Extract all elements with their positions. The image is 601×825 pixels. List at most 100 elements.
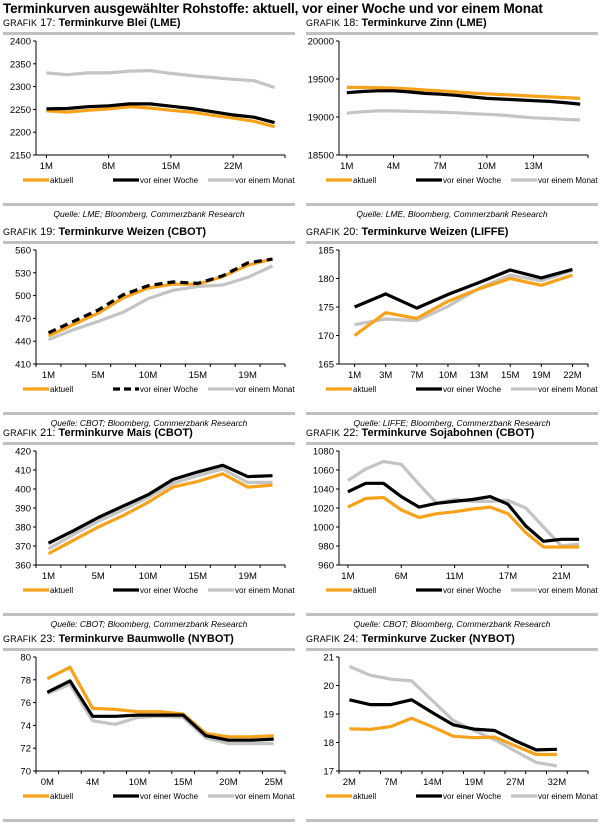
x-tick-label: 4M: [387, 161, 400, 172]
y-tick-label: 2300: [10, 82, 31, 93]
series-line-monat: [46, 68, 276, 90]
x-tick-label: 15M: [501, 370, 520, 381]
grafik-label: Grafik: [3, 428, 38, 438]
y-tick-label: 470: [15, 314, 31, 325]
legend-label-woche: vor einer Woche: [140, 792, 199, 801]
y-tick-label: 360: [15, 561, 31, 572]
y-tick-label: 185: [318, 246, 334, 257]
divider: [3, 32, 295, 35]
x-tick-label: 19M: [465, 777, 484, 788]
divider: [306, 613, 598, 616]
grafik-label: Grafik: [3, 634, 38, 644]
y-tick-label: 80: [20, 653, 31, 664]
chart-title: Terminkurve Baumwolle (NYBOT): [58, 633, 234, 645]
chart-number: 23: [40, 633, 53, 645]
y-tick-label: 410: [15, 360, 31, 371]
chart-heading: Grafik 21: Terminkurve Mais (CBOT): [3, 427, 193, 439]
legend-label-woche: vor einer Woche: [443, 792, 502, 801]
chart-source: Quelle: CBOT; Bloomberg, Commerzbank Res…: [353, 619, 551, 629]
divider: [306, 442, 598, 445]
legend-label-aktuell: aktuell: [50, 586, 73, 595]
y-tick-label: 960: [318, 561, 334, 572]
series-line-woche: [46, 102, 276, 125]
chart-panel: Grafik 17: Terminkurve Blei (LME) 2150 220…: [3, 17, 295, 222]
y-tick-label: 1020: [313, 504, 334, 515]
chart-number: 21: [40, 427, 53, 439]
y-tick-label: 18500: [308, 151, 334, 162]
y-tick-label: 1080: [313, 447, 334, 458]
divider: [3, 613, 295, 616]
page-title: Terminkurven ausgewählter Rohstoffe: akt…: [3, 1, 543, 16]
series-line-monat: [348, 664, 558, 768]
legend-label-monat: vor einem Monat: [235, 385, 295, 394]
x-tick-label: 1M: [42, 370, 55, 381]
chart-title: Terminkurve Weizen (CBOT): [58, 226, 207, 238]
chart-title: Terminkurve Weizen (LIFFE): [361, 226, 509, 238]
legend-label-monat: vor einem Monat: [235, 586, 295, 595]
grafik-label: Grafik: [3, 18, 38, 28]
chart-plot: 2150 2200 2250 2300 2350 2400 1M 8M 15M 22M aktuel…: [10, 37, 296, 186]
chart-heading: Grafik 17: Terminkurve Blei (LME): [3, 17, 181, 29]
x-tick-label: 15M: [189, 571, 208, 582]
legend-label-woche: vor einer Woche: [443, 385, 502, 394]
chart-heading: Grafik 19: Terminkurve Weizen (CBOT): [3, 226, 207, 238]
y-tick-label: 78: [20, 675, 31, 686]
chart-panel: Grafik 23: Terminkurve Baumwolle (NYBOT)…: [3, 633, 295, 825]
series-line-aktuell: [346, 85, 581, 100]
legend-label-monat: vor einem Monat: [235, 176, 295, 185]
y-tick-label: 19500: [308, 75, 334, 86]
chart-number: 20: [343, 226, 356, 238]
series-line-woche: [46, 679, 274, 742]
y-tick-label: 20000: [308, 37, 334, 48]
chart-title: Terminkurve Blei (LME): [58, 17, 181, 29]
series-line-aktuell: [46, 105, 276, 129]
chart-source: Quelle: CBOT; Bloomberg, Commerzbank Res…: [50, 619, 248, 629]
y-tick-label: 980: [318, 542, 334, 553]
series-line-woche: [353, 267, 573, 310]
chart-plot: 165 170 175 180 185 1M 3M 7M 10M 13M 15M 19M 22M aktu…: [318, 246, 598, 395]
legend-label-woche: vor einer Woche: [140, 586, 199, 595]
y-tick-label: 2400: [10, 37, 31, 48]
chart-source: Quelle: LME, Bloomberg, Commerzbank Rese…: [356, 209, 548, 219]
x-tick-label: 10M: [439, 370, 458, 381]
legend-label-aktuell: aktuell: [353, 792, 376, 801]
x-tick-label: 7M: [434, 161, 447, 172]
y-tick-label: 2200: [10, 128, 31, 139]
x-tick-label: 7M: [384, 777, 397, 788]
x-tick-label: 13M: [524, 161, 543, 172]
y-tick-label: 530: [15, 268, 31, 279]
legend-label-aktuell: aktuell: [353, 176, 376, 185]
chart-plot: 960 980 1000 1020 1040 1060 1080 1M 6M 11M 17M 21M a…: [313, 447, 599, 596]
x-tick-label: 4M: [86, 777, 99, 788]
x-tick-label: 5M: [92, 571, 105, 582]
legend-label-monat: vor einem Monat: [538, 792, 598, 801]
y-tick-label: 17: [323, 767, 334, 778]
x-tick-label: 19M: [532, 370, 551, 381]
y-tick-label: 21: [323, 653, 334, 664]
y-tick-label: 560: [15, 246, 31, 257]
series-line-aktuell: [47, 257, 273, 338]
chart-title: Terminkurve Zucker (NYBOT): [361, 633, 515, 645]
x-tick-label: 5M: [92, 370, 105, 381]
series-line-woche: [347, 481, 580, 543]
series-line-aktuell: [347, 495, 580, 549]
divider: [306, 412, 598, 415]
chart-heading: Grafik 24: Terminkurve Zucker (NYBOT): [306, 633, 515, 645]
series-line-woche: [47, 257, 273, 335]
chart-number: 18: [343, 17, 356, 29]
x-tick-label: 21M: [552, 571, 571, 582]
chart-panel: Grafik 22: Terminkurve Sojabohnen (CBOT)…: [306, 427, 598, 632]
chart-number: 17: [40, 17, 53, 29]
legend-label-monat: vor einem Monat: [538, 385, 598, 394]
legend-label-woche: vor einer Woche: [443, 176, 502, 185]
y-tick-label: 165: [318, 360, 334, 371]
legend-label-aktuell: aktuell: [353, 586, 376, 595]
x-tick-label: 7M: [410, 370, 423, 381]
chart-title: Terminkurve Zinn (LME): [361, 17, 487, 29]
chart-plot: 17 18 19 20 21 2M 7M 14M 19M 27M 32M aktuell vor ein…: [323, 653, 598, 802]
divider: [3, 819, 295, 822]
x-tick-label: 1M: [348, 370, 361, 381]
divider: [3, 203, 295, 206]
chart-panel: Grafik 20: Terminkurve Weizen (LIFFE) 165…: [306, 226, 598, 431]
series-line-woche: [47, 463, 273, 545]
